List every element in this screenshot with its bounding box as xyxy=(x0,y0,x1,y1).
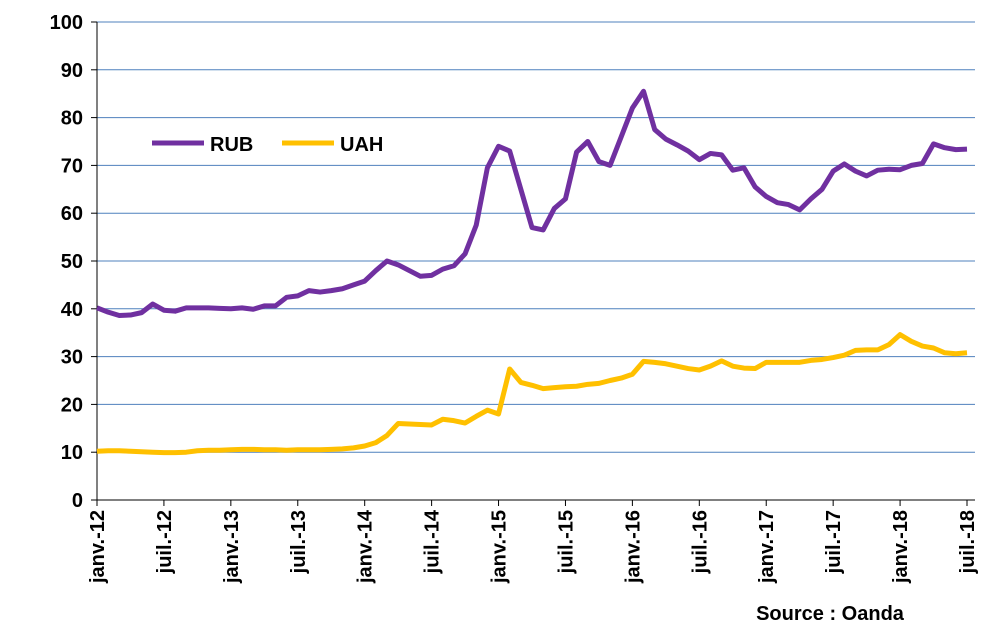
y-tick-label: 10 xyxy=(61,442,83,464)
legend-label: RUB xyxy=(210,134,253,156)
x-tick-label: juil.-13 xyxy=(288,510,310,574)
y-tick-label: 90 xyxy=(61,60,83,82)
y-tick-label: 0 xyxy=(72,490,83,512)
line-series xyxy=(96,88,968,318)
x-tick-label: janv.-14 xyxy=(355,509,377,584)
x-tick-label: juil.-15 xyxy=(555,510,577,574)
x-tick-label: janv.-17 xyxy=(756,510,778,584)
x-tick-label: juil.-18 xyxy=(957,510,979,574)
legend-label: UAH xyxy=(340,134,383,156)
source-note: Source : Oanda xyxy=(756,603,905,625)
x-tick-label: janv.-16 xyxy=(622,510,644,584)
x-tick-label: janv.-12 xyxy=(87,510,109,584)
x-tick-label: janv.-13 xyxy=(221,510,243,584)
y-tick-label: 80 xyxy=(61,108,83,130)
x-tick-label: juil.-12 xyxy=(154,510,176,574)
y-tick-label: 60 xyxy=(61,203,83,225)
x-tick-label: juil.-17 xyxy=(823,510,845,574)
y-tick-label: 40 xyxy=(61,299,83,321)
x-tick-label: juil.-14 xyxy=(422,509,444,574)
x-tick-label: juil.-16 xyxy=(689,510,711,574)
x-tick-label: janv.-15 xyxy=(489,510,511,584)
x-tick-label: janv.-18 xyxy=(890,510,912,584)
y-tick-label: 20 xyxy=(61,394,83,416)
y-tick-label: 50 xyxy=(61,251,83,273)
y-tick-label: 70 xyxy=(61,155,83,177)
y-tick-label: 100 xyxy=(50,12,83,34)
y-tick-label: 30 xyxy=(61,347,83,369)
line-series xyxy=(96,332,968,456)
